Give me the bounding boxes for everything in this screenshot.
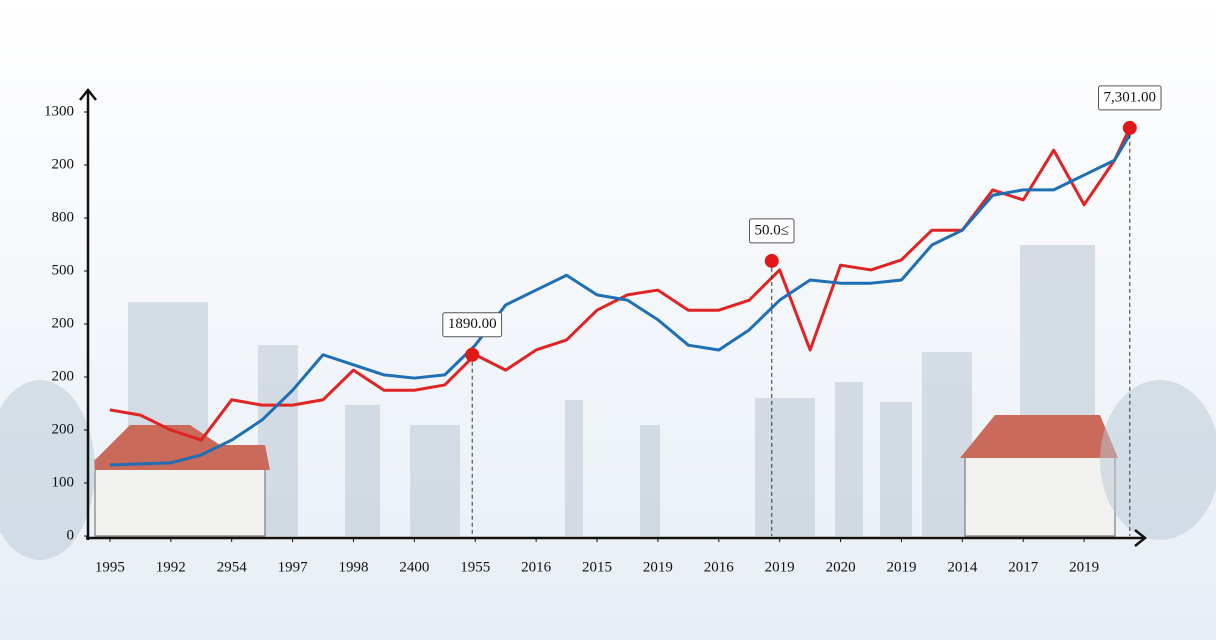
- annotation-box: [442, 312, 503, 338]
- series-line: [109, 134, 1132, 467]
- x-tick-label: 2019: [765, 559, 795, 575]
- x-tick-label: 1992: [156, 559, 186, 575]
- annotation-box: [1098, 85, 1162, 111]
- x-tick-label: 2019: [1069, 559, 1099, 575]
- x-tick-label: 2400: [399, 559, 429, 575]
- annotation-label: 50.0≤: [755, 222, 789, 238]
- annotation-point: [465, 347, 480, 362]
- tree: [1100, 380, 1216, 540]
- y-tick-label: 0: [67, 527, 75, 543]
- y-axis-arrow: [79, 87, 97, 101]
- x-tick-label: 1998: [338, 559, 368, 575]
- x-tick-label: 2019: [886, 559, 916, 575]
- x-tick-label: 2014: [947, 559, 978, 575]
- skyline: [128, 245, 1095, 536]
- x-tick-label: 2017: [1008, 559, 1039, 575]
- y-tick-label: 200: [52, 315, 75, 331]
- y-tick-label: 100: [52, 474, 75, 490]
- y-tick-label: 200: [52, 421, 75, 437]
- x-tick-label: 2015: [582, 559, 612, 575]
- y-tick-label: 1300: [44, 103, 74, 119]
- x-tick-label: 2954: [217, 559, 248, 575]
- x-tick-label: 2020: [826, 559, 856, 575]
- x-tick-label: 2016: [521, 559, 552, 575]
- houses: [94, 415, 1118, 537]
- x-tick-label: 1997: [278, 559, 309, 575]
- x-tick-label: 2016: [704, 559, 735, 575]
- y-tick-label: 800: [52, 209, 75, 225]
- annotation-box: [749, 218, 795, 244]
- y-tick-label: 200: [52, 368, 75, 384]
- y-tick-label: 500: [52, 262, 75, 278]
- x-axis-arrow: [1134, 529, 1148, 547]
- x-tick-label: 1995: [95, 559, 125, 575]
- x-tick-label: 1955: [460, 559, 490, 575]
- annotation-point: [764, 253, 779, 268]
- annotation-label: 1890.00: [448, 316, 497, 332]
- annotation-point: [1122, 120, 1137, 135]
- x-tick-label: 2019: [643, 559, 673, 575]
- annotation-label: 7,301.00: [1104, 89, 1157, 105]
- tree: [0, 380, 95, 560]
- y-tick-label: 200: [52, 156, 75, 172]
